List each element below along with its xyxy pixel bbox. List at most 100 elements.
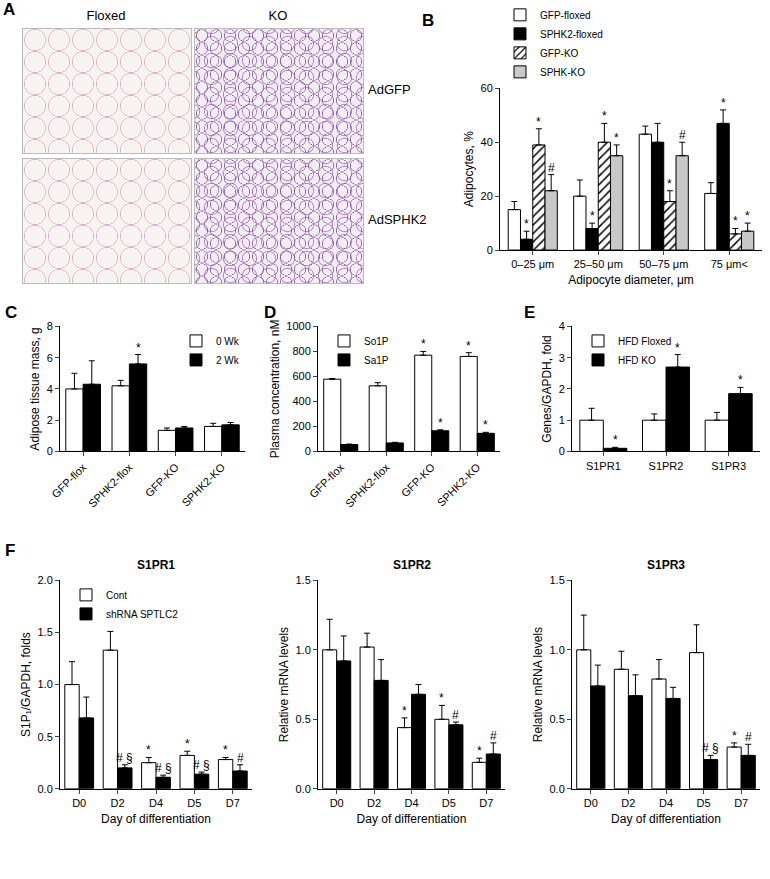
svg-text:D4: D4 xyxy=(149,797,163,809)
svg-text:0: 0 xyxy=(559,445,565,457)
svg-text:SPHK2-flox: SPHK2-flox xyxy=(86,461,135,510)
svg-text:D: D xyxy=(264,303,276,322)
svg-text:Relative mRNA levels: Relative mRNA levels xyxy=(531,627,545,742)
svg-text:D2: D2 xyxy=(111,797,125,809)
svg-text:*: * xyxy=(745,209,750,223)
svg-text:Day of differentiation: Day of differentiation xyxy=(101,812,211,826)
svg-text:GFP-KO: GFP-KO xyxy=(540,48,579,59)
svg-text:SPHK-KO: SPHK-KO xyxy=(540,67,585,78)
svg-text:8: 8 xyxy=(47,320,53,332)
svg-text:0–25 μm: 0–25 μm xyxy=(511,258,554,270)
svg-text:*: * xyxy=(721,96,726,110)
svg-text:Sa1P: Sa1P xyxy=(364,355,389,366)
svg-text:#: # xyxy=(237,751,244,765)
svg-text:*: * xyxy=(466,339,471,353)
svg-text:Genes/GAPDH, fold: Genes/GAPDH, fold xyxy=(540,335,554,442)
svg-text:*: * xyxy=(602,109,607,123)
svg-text:D0: D0 xyxy=(330,797,344,809)
svg-text:6: 6 xyxy=(47,352,53,364)
svg-text:60: 60 xyxy=(481,82,493,94)
svg-text:*: * xyxy=(477,744,482,758)
svg-text:40: 40 xyxy=(481,136,493,148)
svg-text:3: 3 xyxy=(559,352,565,364)
svg-text:HFD Floxed: HFD Floxed xyxy=(618,336,671,347)
svg-text:SPHK2-floxed: SPHK2-floxed xyxy=(540,29,603,40)
svg-text:0.0: 0.0 xyxy=(38,783,53,795)
svg-text:*: * xyxy=(733,214,738,228)
svg-text:D5: D5 xyxy=(442,797,456,809)
svg-text:HFD KO: HFD KO xyxy=(618,355,656,366)
svg-text:SPHK2-KO: SPHK2-KO xyxy=(435,461,483,509)
svg-text:D7: D7 xyxy=(226,797,240,809)
svg-text:*: * xyxy=(614,131,619,145)
svg-text:*: * xyxy=(524,217,529,231)
svg-text:*: * xyxy=(667,177,672,191)
svg-text:S1PR3: S1PR3 xyxy=(647,558,685,572)
svg-text:#: # xyxy=(490,729,497,743)
svg-text:C: C xyxy=(5,303,17,322)
svg-text:D2: D2 xyxy=(367,797,381,809)
svg-text:200: 200 xyxy=(292,420,310,432)
svg-text:0.5: 0.5 xyxy=(550,713,565,725)
svg-text:1.0: 1.0 xyxy=(296,644,311,656)
svg-text:Cont: Cont xyxy=(106,590,127,601)
svg-text:*: * xyxy=(675,341,680,355)
svg-text:*: * xyxy=(738,373,743,387)
svg-text:D5: D5 xyxy=(187,797,201,809)
svg-text:F: F xyxy=(5,541,15,560)
svg-text:0.5: 0.5 xyxy=(38,730,53,742)
svg-text:*: * xyxy=(536,115,541,129)
svg-text:S1PR1: S1PR1 xyxy=(137,558,175,572)
svg-text:shRNA SPTLC2: shRNA SPTLC2 xyxy=(106,609,178,620)
svg-text:S1PR2: S1PR2 xyxy=(649,460,684,472)
svg-text:S1PR3: S1PR3 xyxy=(711,460,746,472)
svg-text:0.5: 0.5 xyxy=(296,713,311,725)
svg-text:2 Wk: 2 Wk xyxy=(216,355,240,366)
svg-text:D7: D7 xyxy=(479,797,493,809)
svg-text:Adipose tissue mass, g: Adipose tissue mass, g xyxy=(28,327,42,450)
svg-text:2.0: 2.0 xyxy=(38,574,53,586)
svg-text:# §: # § xyxy=(193,758,210,772)
svg-text:# §: # § xyxy=(702,741,719,755)
svg-text:D0: D0 xyxy=(584,797,598,809)
svg-text:1000: 1000 xyxy=(286,320,310,332)
svg-text:1.5: 1.5 xyxy=(296,574,311,586)
svg-text:Day of differentiation: Day of differentiation xyxy=(611,812,721,826)
svg-text:D0: D0 xyxy=(72,797,86,809)
svg-text:So1P: So1P xyxy=(364,336,389,347)
svg-text:0.0: 0.0 xyxy=(296,783,311,795)
svg-text:50–75 μm: 50–75 μm xyxy=(639,258,688,270)
svg-text:*: * xyxy=(439,691,444,705)
svg-text:*: * xyxy=(223,743,228,757)
svg-text:1.0: 1.0 xyxy=(550,644,565,656)
svg-text:400: 400 xyxy=(292,395,310,407)
svg-text:25–50 μm: 25–50 μm xyxy=(574,258,623,270)
svg-text:1.5: 1.5 xyxy=(550,574,565,586)
svg-text:0 Wk: 0 Wk xyxy=(216,336,240,347)
svg-text:*: * xyxy=(483,418,488,432)
svg-text:E: E xyxy=(524,303,535,322)
svg-text:D4: D4 xyxy=(659,797,673,809)
svg-text:SPHK2-flox: SPHK2-flox xyxy=(343,461,392,510)
svg-text:#: # xyxy=(452,708,459,722)
svg-text:*: * xyxy=(732,729,737,743)
svg-text:D4: D4 xyxy=(404,797,418,809)
svg-text:Adipocytes, %: Adipocytes, % xyxy=(462,131,476,207)
svg-text:Relative mRNA levels: Relative mRNA levels xyxy=(277,627,291,742)
svg-text:Adipocyte diameter, μm: Adipocyte diameter, μm xyxy=(568,273,694,287)
svg-text:S1P₁/GAPDH, folds: S1P₁/GAPDH, folds xyxy=(19,632,33,737)
svg-text:#: # xyxy=(679,128,686,142)
svg-text:20: 20 xyxy=(481,190,493,202)
svg-text:*: * xyxy=(136,341,141,355)
svg-text:*: * xyxy=(146,743,151,757)
svg-text:1.0: 1.0 xyxy=(38,678,53,690)
svg-text:*: * xyxy=(421,337,426,351)
svg-text:S1PR2: S1PR2 xyxy=(393,558,431,572)
svg-text:*: * xyxy=(613,433,618,447)
svg-text:Plasma concentration, nM: Plasma concentration, nM xyxy=(268,320,282,459)
svg-text:0: 0 xyxy=(487,244,493,256)
svg-text:GFP-flox: GFP-flox xyxy=(49,461,89,501)
svg-text:#: # xyxy=(548,161,555,175)
svg-text:D5: D5 xyxy=(697,797,711,809)
svg-text:D7: D7 xyxy=(734,797,748,809)
